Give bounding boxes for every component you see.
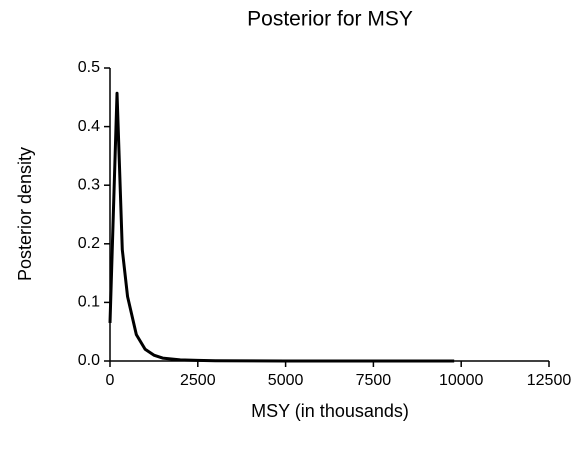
y-axis-label: Posterior density [15, 147, 35, 281]
y-tick-label: 0.4 [78, 118, 100, 135]
x-tick-label: 12500 [527, 372, 572, 389]
y-tick-label: 0.0 [78, 352, 100, 369]
chart-title: Posterior for MSY [247, 8, 413, 31]
y-tick-label: 0.2 [78, 235, 100, 252]
y-tick-label: 0.3 [78, 176, 100, 193]
x-tick-label: 0 [106, 372, 115, 389]
x-tick-label: 5000 [268, 372, 304, 389]
y-tick-label: 0.1 [78, 294, 100, 311]
x-tick-label: 10000 [439, 372, 484, 389]
x-axis-label: MSY (in thousands) [251, 401, 409, 421]
x-tick-label: 7500 [356, 372, 392, 389]
x-tick-label: 2500 [180, 372, 216, 389]
line-series [108, 91, 455, 363]
y-tick-label: 0.5 [78, 59, 100, 76]
